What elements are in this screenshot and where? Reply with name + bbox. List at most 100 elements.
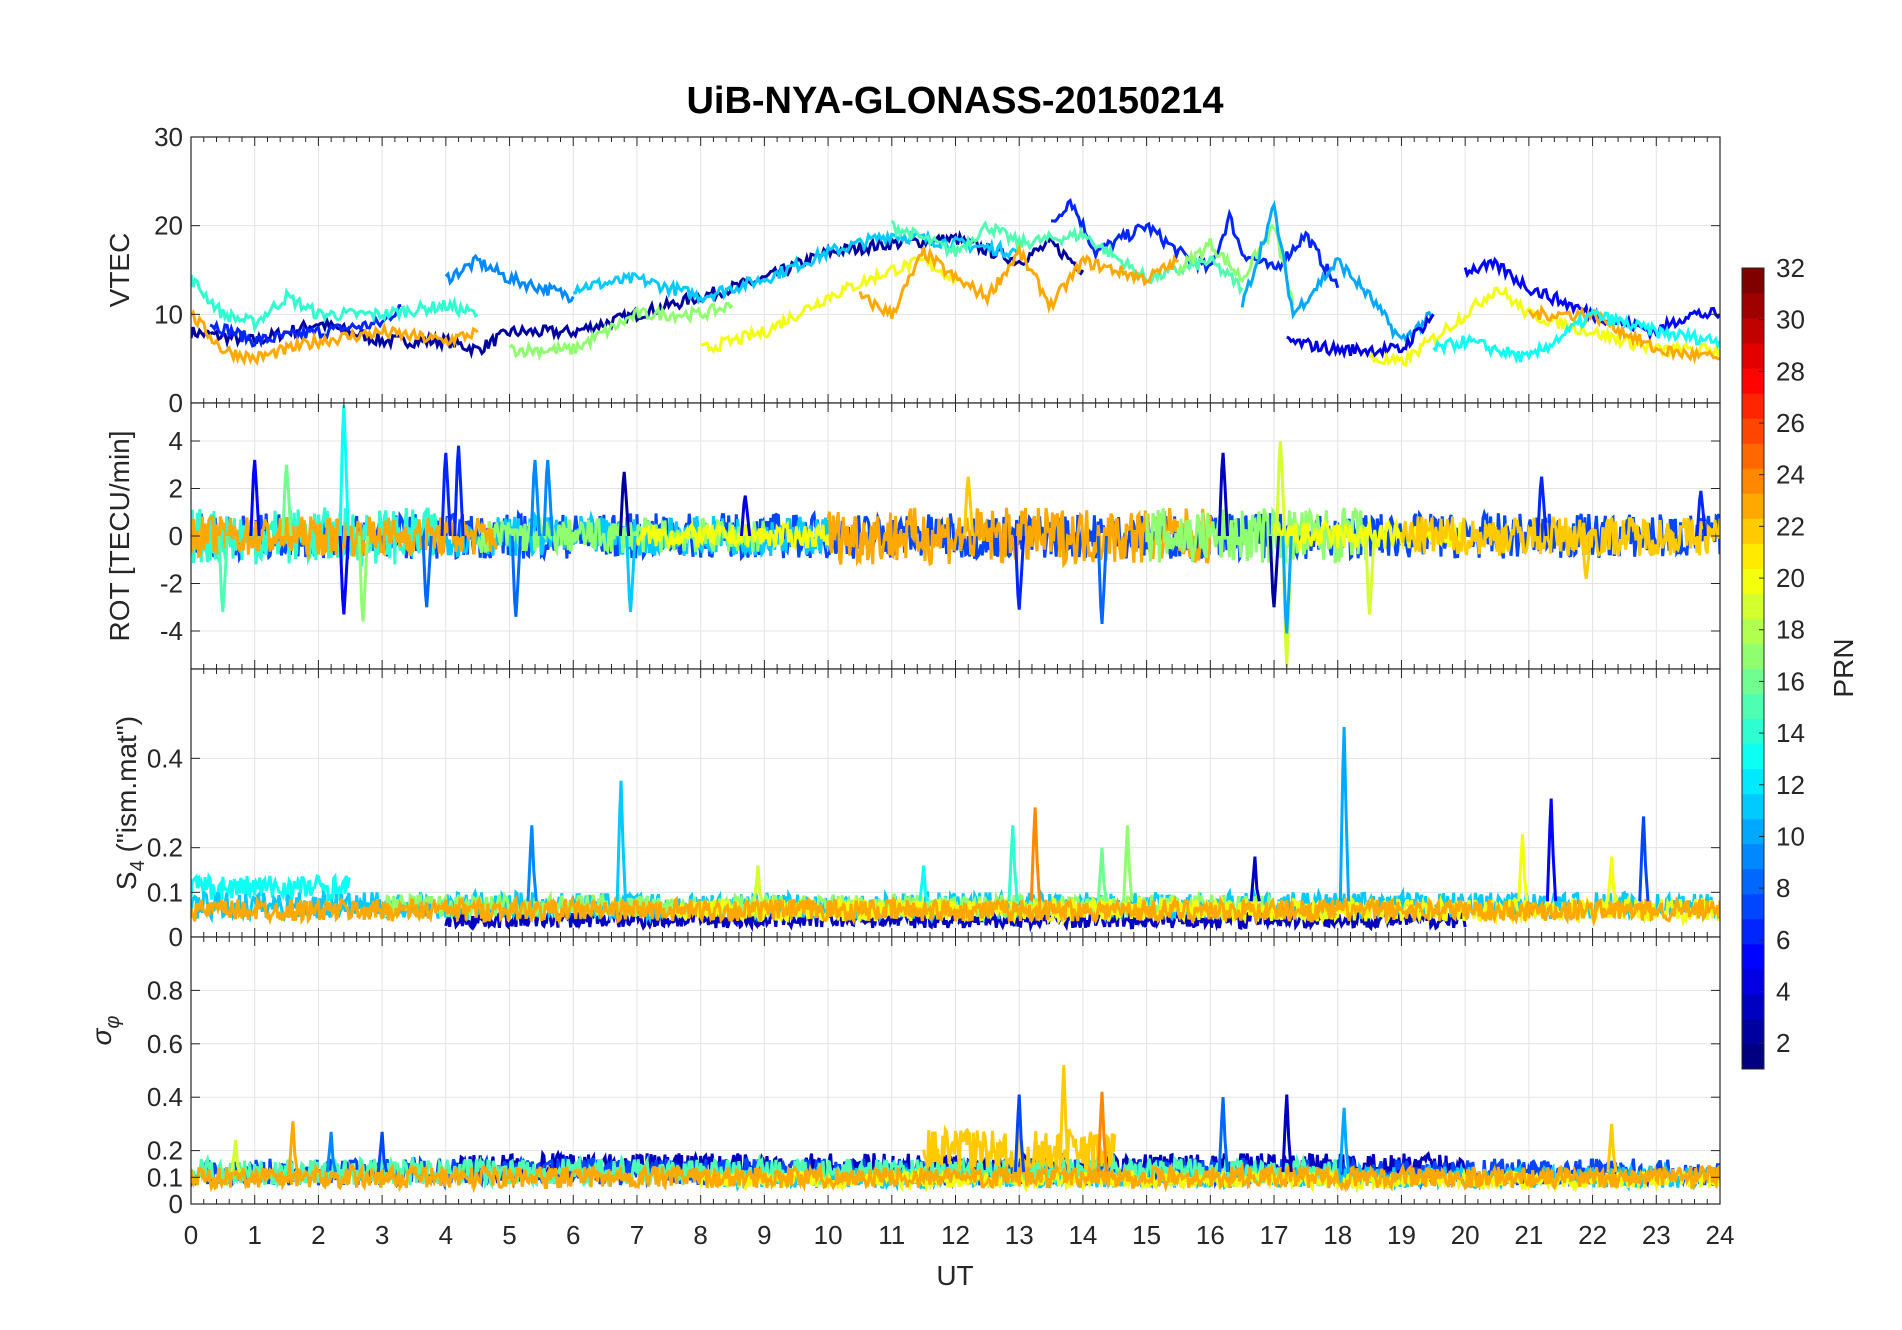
colorbar-segment-6	[1742, 918, 1764, 945]
y-tick-label: 0.1	[147, 1162, 183, 1192]
spike-prn-22	[1058, 1065, 1070, 1173]
colorbar-segment-26	[1742, 418, 1764, 444]
series-line-prn-14	[191, 274, 479, 334]
colorbar-segment-12	[1742, 768, 1764, 795]
series-group	[191, 405, 1720, 667]
spike-prn-19	[1275, 440, 1287, 537]
spike-prn-10	[1338, 1107, 1351, 1173]
y-axis-label: S4 ("ism.mat")	[111, 716, 149, 890]
x-tick-label: 19	[1387, 1220, 1416, 1250]
spike-prn-3	[1217, 452, 1230, 537]
colorbar-segment-15	[1742, 693, 1764, 720]
x-tick-label: 20	[1451, 1220, 1480, 1250]
y-tick-label: 0.8	[147, 975, 183, 1005]
spike-prn-7	[1013, 1094, 1026, 1173]
spike-prn-2	[1268, 535, 1280, 608]
spike-prn-6	[1536, 476, 1548, 537]
x-tick-label: 4	[439, 1220, 453, 1250]
spike-prn-9	[526, 825, 538, 902]
spike-prn-2	[618, 471, 631, 537]
x-tick-label: 1	[247, 1220, 261, 1250]
colorbar-segment-23	[1742, 493, 1764, 519]
series-band-prn-23	[191, 1161, 1720, 1194]
x-tick-label: 3	[375, 1220, 389, 1250]
series-line-prn-17	[1177, 223, 1295, 306]
series-band-prn-23	[191, 514, 499, 562]
colorbar-tick-label: 12	[1776, 770, 1805, 800]
y-tick-label: 0.2	[147, 833, 183, 863]
x-tick-label: 14	[1068, 1220, 1097, 1250]
y-tick-label: 0.4	[147, 743, 183, 773]
series-line-prn-10	[1240, 199, 1435, 344]
x-tick-label: 18	[1323, 1220, 1352, 1250]
colorbar-segment-8	[1742, 868, 1764, 895]
series-line-prn-4	[1286, 313, 1435, 360]
y-tick-label: 20	[154, 211, 183, 241]
colorbar-tick-label: 18	[1776, 615, 1805, 645]
x-tick-label: 0	[184, 1220, 198, 1250]
x-tick-label: 21	[1514, 1220, 1543, 1250]
spike-prn-9	[325, 1131, 338, 1173]
y-tick-label: 0.1	[147, 877, 183, 907]
spike-prn-13	[918, 865, 930, 902]
colorbar-segment-24	[1742, 468, 1764, 494]
colorbar-segment-14	[1742, 718, 1764, 745]
y-tick-label: 0	[169, 388, 183, 418]
y-tick-label: 0	[169, 922, 183, 952]
colorbar-tick-label: 2	[1776, 1028, 1790, 1058]
colorbar-segment-27	[1742, 393, 1764, 419]
spike-prn-8	[510, 535, 522, 617]
colorbar-segment-3	[1742, 993, 1764, 1020]
colorbar-tick-label: 10	[1776, 821, 1805, 851]
spike-prn-9	[542, 459, 554, 537]
colorbar-segment-11	[1742, 793, 1764, 820]
y-axis-label: VTEC	[104, 233, 135, 308]
spike-prn-17	[357, 535, 369, 622]
spike-prn-19	[1364, 535, 1376, 615]
series-line-prn-9	[444, 253, 575, 304]
colorbar-segment-21	[1742, 543, 1764, 569]
series-line-prn-5	[1463, 256, 1720, 341]
colorbar-tick-label: 24	[1776, 460, 1805, 490]
spike-prn-10	[1338, 727, 1351, 902]
x-tick-label: 7	[630, 1220, 644, 1250]
y-tick-label: 4	[169, 426, 183, 456]
colorbar-segment-17	[1742, 643, 1764, 669]
spike-prn-23	[287, 1121, 299, 1173]
colorbar-tick-label: 4	[1776, 976, 1790, 1006]
x-tick-label: 11	[878, 1220, 905, 1250]
y-tick-label: 30	[154, 122, 183, 152]
colorbar-segment-2	[1742, 1018, 1764, 1045]
y-tick-label: 0	[169, 1189, 183, 1219]
colorbar-segment-19	[1742, 593, 1764, 619]
colorbar-tick-label: 32	[1776, 253, 1805, 283]
colorbar-segment-31	[1742, 293, 1764, 319]
spike-prn-16	[1096, 847, 1108, 902]
x-tick-label: 6	[566, 1220, 580, 1250]
colorbar-segment-4	[1742, 968, 1764, 995]
panel-sigma_phi: 00.10.2 0.4 0.6 0.8 σφ	[86, 936, 1721, 1219]
colorbar-tick-label: 6	[1776, 925, 1790, 955]
series-band-prn-20	[635, 519, 830, 552]
y-tick-label: 2	[169, 474, 183, 504]
y-tick-label: 0.2	[147, 1136, 183, 1166]
series-line-prn-23	[858, 242, 1179, 320]
spike-prn-10	[1281, 535, 1293, 634]
series-line-prn-23	[1527, 303, 1720, 365]
series-line-prn-17	[508, 301, 734, 362]
colorbar-tick-label: 16	[1776, 666, 1805, 696]
spike-prn-15	[217, 535, 229, 613]
x-tick-label: 12	[941, 1220, 970, 1250]
spike-prn-3	[1281, 1094, 1293, 1173]
colorbar-segment-9	[1742, 843, 1764, 870]
y-tick-label: -2	[160, 569, 183, 599]
spike-prn-24	[1029, 807, 1042, 902]
series-group	[191, 1065, 1720, 1194]
colorbar-frame	[1741, 267, 1765, 1070]
spike-prn-5	[249, 459, 261, 537]
spike-prn-22	[1580, 535, 1593, 579]
y-tick-label: 0	[169, 521, 183, 551]
spike-prn-9	[529, 459, 541, 537]
